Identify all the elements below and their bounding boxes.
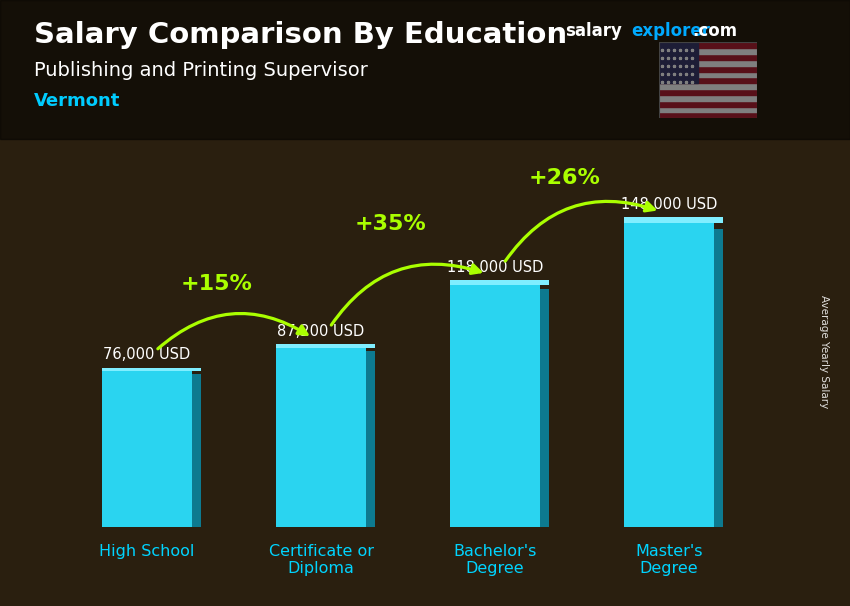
Text: 87,200 USD: 87,200 USD	[277, 324, 365, 339]
Bar	[659, 112, 756, 118]
Text: +26%: +26%	[529, 168, 600, 188]
FancyBboxPatch shape	[102, 368, 201, 371]
FancyBboxPatch shape	[624, 220, 714, 527]
Text: +15%: +15%	[181, 274, 252, 294]
Text: 118,000 USD: 118,000 USD	[447, 260, 543, 275]
Bar	[659, 107, 756, 112]
FancyBboxPatch shape	[366, 351, 376, 527]
Bar	[659, 42, 756, 48]
Text: salary: salary	[565, 22, 622, 41]
FancyBboxPatch shape	[275, 344, 376, 348]
Bar	[659, 60, 756, 65]
FancyBboxPatch shape	[450, 279, 549, 284]
Bar	[659, 72, 756, 78]
FancyBboxPatch shape	[192, 374, 201, 527]
Text: Publishing and Printing Supervisor: Publishing and Printing Supervisor	[34, 61, 368, 79]
FancyBboxPatch shape	[624, 216, 723, 223]
Bar	[659, 95, 756, 101]
FancyBboxPatch shape	[450, 282, 541, 527]
Text: Average Yearly Salary: Average Yearly Salary	[819, 295, 829, 408]
Bar	[659, 83, 756, 89]
Text: +35%: +35%	[354, 214, 427, 234]
Text: 148,000 USD: 148,000 USD	[620, 198, 717, 213]
Text: .com: .com	[693, 22, 738, 41]
Text: 76,000 USD: 76,000 USD	[104, 347, 190, 362]
FancyBboxPatch shape	[275, 346, 366, 527]
Bar	[659, 78, 756, 83]
Bar	[659, 101, 756, 107]
Text: Salary Comparison By Education: Salary Comparison By Education	[34, 21, 567, 49]
Bar	[659, 65, 756, 72]
FancyBboxPatch shape	[541, 290, 549, 527]
FancyBboxPatch shape	[714, 229, 723, 527]
Bar	[659, 42, 698, 83]
Bar	[659, 89, 756, 95]
Bar	[659, 54, 756, 60]
Text: explorer: explorer	[632, 22, 711, 41]
Bar	[659, 48, 756, 54]
Text: Vermont: Vermont	[34, 92, 121, 110]
FancyBboxPatch shape	[102, 369, 192, 527]
